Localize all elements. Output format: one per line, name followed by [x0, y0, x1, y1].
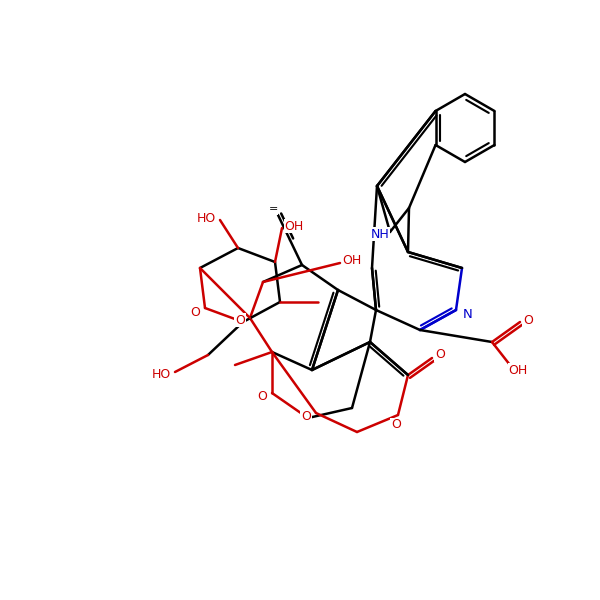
- Text: OH: OH: [343, 254, 362, 268]
- Text: HO: HO: [151, 367, 170, 380]
- Text: O: O: [523, 313, 533, 326]
- Text: O: O: [391, 419, 401, 431]
- Text: OH: OH: [284, 220, 304, 232]
- Text: OH: OH: [508, 364, 527, 377]
- Text: =: =: [268, 204, 278, 214]
- Text: N: N: [463, 307, 473, 320]
- Text: NH: NH: [371, 227, 389, 241]
- Text: O: O: [190, 307, 200, 319]
- Text: HO: HO: [196, 211, 215, 224]
- Text: O: O: [301, 410, 311, 424]
- Text: O: O: [435, 349, 445, 361]
- Text: O: O: [235, 313, 245, 326]
- Text: O: O: [257, 389, 267, 403]
